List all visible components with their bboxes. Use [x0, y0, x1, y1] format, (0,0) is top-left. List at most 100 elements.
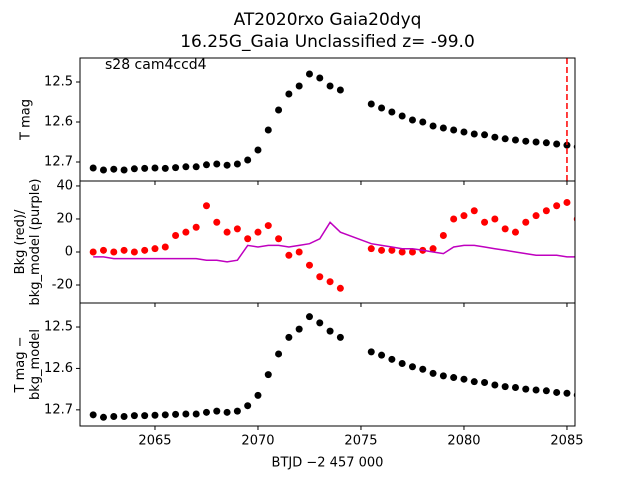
data-point: [522, 137, 530, 145]
data-point: [336, 333, 344, 341]
data-point: [120, 412, 128, 420]
data-point: [295, 82, 303, 90]
data-point: [89, 411, 97, 419]
chart-title: 16.25G_Gaia Unclassified z= -99.0: [180, 32, 475, 52]
data-point: [264, 371, 272, 379]
data-point: [470, 130, 478, 138]
data-point: [161, 243, 169, 251]
data-point: [151, 245, 159, 253]
data-point: [275, 235, 283, 243]
data-point: [532, 212, 540, 220]
data-point: [305, 70, 313, 78]
data-point: [388, 246, 396, 254]
data-point: [388, 355, 396, 363]
data-point: [89, 248, 97, 256]
axes-frame: [79, 180, 576, 304]
data-point: [326, 278, 334, 286]
data-point: [450, 126, 458, 134]
data-point: [223, 408, 231, 416]
x-tick-label: 2070: [241, 434, 274, 449]
data-point: [99, 166, 107, 174]
data-point: [233, 160, 241, 168]
plot-area: [89, 313, 601, 421]
data-point: [439, 231, 447, 239]
data-point: [192, 223, 200, 231]
y-axis-label: T mag: [19, 99, 34, 141]
data-point: [130, 412, 138, 420]
data-point: [501, 225, 509, 233]
data-point: [182, 228, 190, 236]
data-point: [388, 108, 396, 116]
data-point: [594, 146, 601, 153]
data-point: [202, 161, 210, 169]
data-point: [295, 248, 303, 256]
data-point: [584, 240, 591, 247]
data-point: [172, 164, 180, 172]
data-point: [429, 369, 437, 377]
data-point: [491, 215, 499, 223]
data-point: [594, 393, 601, 400]
data-point: [182, 410, 190, 418]
data-point: [542, 139, 550, 147]
data-point: [378, 104, 386, 112]
data-point: [563, 198, 571, 206]
data-point: [336, 284, 344, 292]
data-point: [192, 410, 200, 418]
data-point: [378, 246, 386, 254]
model-line: [93, 221, 575, 263]
data-point: [213, 218, 221, 226]
y-tick-label: 12.6: [44, 115, 73, 130]
data-point: [408, 248, 416, 256]
data-point: [254, 391, 262, 399]
data-point: [398, 248, 406, 256]
data-point: [192, 163, 200, 171]
plot-area: [89, 198, 591, 292]
data-point: [460, 375, 468, 383]
data-point: [110, 412, 118, 420]
data-point: [99, 246, 107, 254]
data-point: [141, 164, 149, 172]
plot-area: [89, 58, 612, 181]
data-point: [305, 261, 313, 269]
data-point: [141, 412, 149, 420]
data-point: [584, 392, 591, 399]
data-point: [326, 82, 334, 90]
data-point: [213, 407, 221, 415]
data-point: [481, 131, 489, 139]
data-point: [316, 319, 324, 327]
y-tick-label: -20: [52, 278, 73, 293]
data-point: [481, 379, 489, 387]
data-point: [89, 164, 97, 172]
data-point: [429, 245, 437, 253]
data-point: [326, 327, 334, 335]
data-point: [141, 246, 149, 254]
data-point: [110, 165, 118, 173]
data-point: [501, 383, 509, 391]
data-point: [202, 202, 210, 210]
data-point: [501, 135, 509, 143]
data-point: [172, 231, 180, 239]
data-point: [605, 149, 612, 156]
data-point: [398, 112, 406, 120]
data-point: [367, 348, 375, 356]
axes-frame: [79, 57, 576, 182]
data-point: [244, 402, 252, 410]
data-point: [542, 387, 550, 395]
data-point: [439, 124, 447, 132]
data-point: [254, 146, 262, 154]
data-point: [367, 100, 375, 108]
data-point: [511, 228, 519, 236]
data-point: [285, 333, 293, 341]
data-point: [264, 222, 272, 230]
data-point: [367, 245, 375, 253]
data-point: [522, 385, 530, 393]
data-point: [553, 140, 561, 148]
data-point: [223, 228, 231, 236]
data-point: [522, 218, 530, 226]
data-point: [553, 202, 561, 210]
data-point: [419, 365, 427, 373]
data-point: [408, 363, 416, 371]
y-tick-label: 40: [56, 178, 73, 193]
data-point: [408, 116, 416, 124]
data-point: [182, 163, 190, 171]
